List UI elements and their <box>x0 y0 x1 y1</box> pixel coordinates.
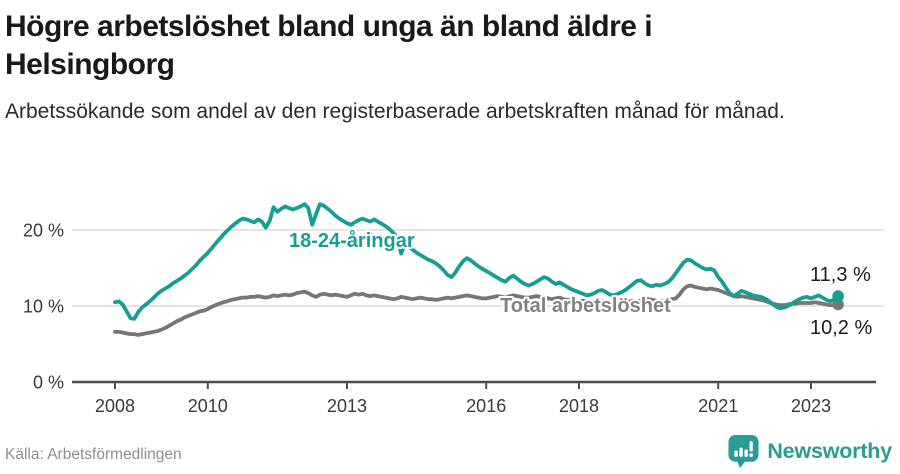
x-tick-label: 2008 <box>95 396 135 416</box>
brand-name: Newsworthy <box>767 438 892 463</box>
x-tick-label: 2013 <box>327 396 367 416</box>
end-dot-young <box>832 290 844 302</box>
y-tick-label: 0 % <box>33 373 64 393</box>
source-note: Källa: Arbetsförmedlingen <box>5 446 182 463</box>
x-tick-label: 2016 <box>466 396 506 416</box>
series-line-total <box>113 283 840 337</box>
chart-canvas: 2008 2010 2013 2016 2018 2021 2023 0 % 10 % 20 % 1… <box>23 202 884 416</box>
series-label-total: Total arbetslöshet <box>500 295 671 317</box>
chart-header: Högre arbetslöshet bland unga än bland ä… <box>0 0 900 127</box>
x-tick-label: 2021 <box>698 396 738 416</box>
y-tick-label: 10 % <box>23 297 64 317</box>
x-tick-label: 2010 <box>188 396 228 416</box>
x-tick-label: 2023 <box>791 396 831 416</box>
end-value-label-total: 10,2 % <box>810 317 872 339</box>
newsworthy-bubble-barchart-icon <box>728 434 759 468</box>
series-line-young <box>113 202 840 321</box>
y-tick-label: 20 % <box>23 221 64 241</box>
chart-footer: Källa: Arbetsförmedlingen Newsworthy <box>5 432 892 470</box>
end-value-label-young: 11,3 % <box>810 264 871 286</box>
x-tick-label: 2018 <box>559 396 599 416</box>
page-title: Högre arbetslöshet bland unga än bland ä… <box>5 10 653 81</box>
newsworthy-brand[interactable]: Newsworthy <box>727 434 892 469</box>
series-label-young: 18-24-åringar <box>289 229 415 252</box>
end-dot-total <box>832 298 844 311</box>
page-subtitle: Arbetssökande som andel av den registerb… <box>5 99 785 123</box>
